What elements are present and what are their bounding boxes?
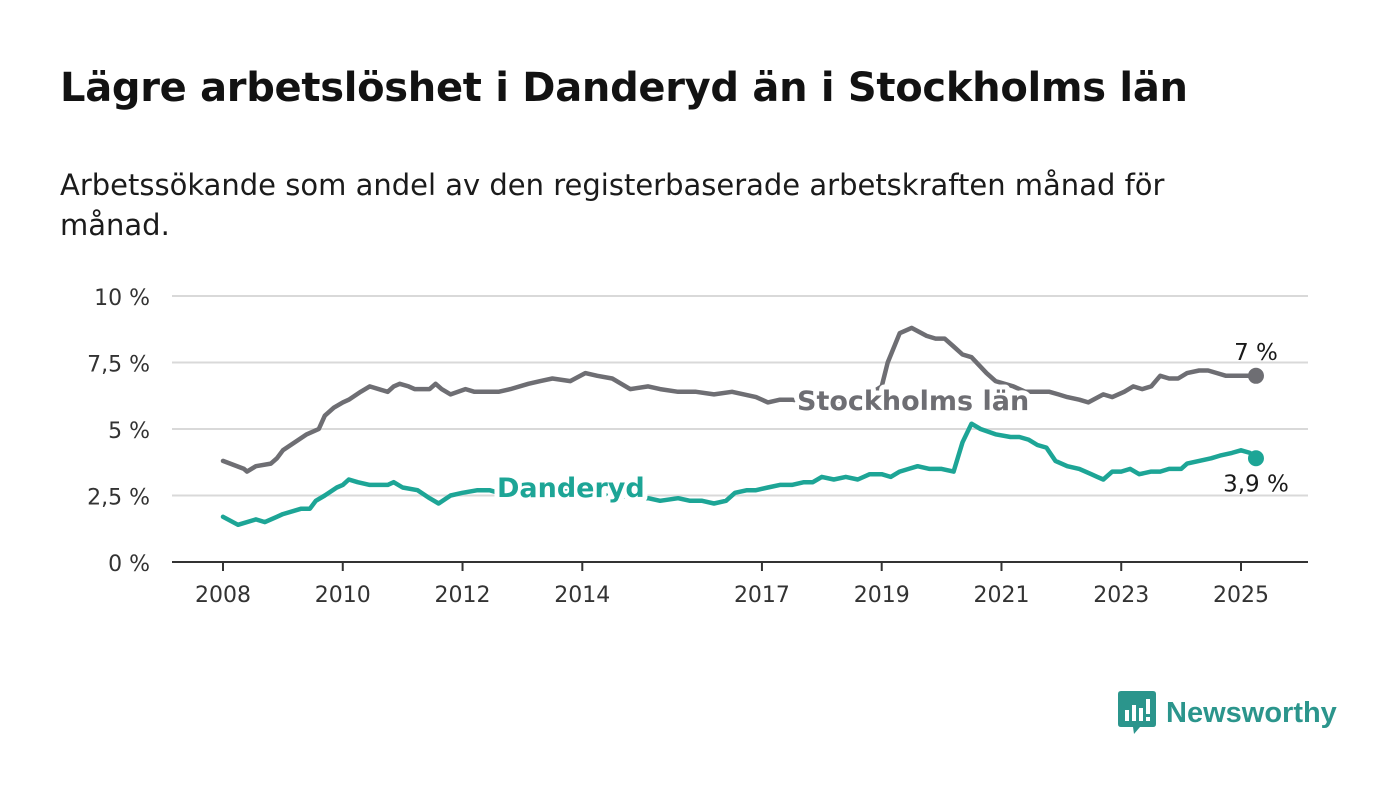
y-tick-label: 10 % xyxy=(94,286,150,311)
danderyd-series-label: Danderyd xyxy=(497,473,645,504)
x-tick-label: 2014 xyxy=(554,583,610,608)
y-axis-ticks: 0 % 2,5 % 5 % 7,5 % 10 % xyxy=(87,286,150,577)
newsworthy-logo: Newsworthy xyxy=(1118,690,1337,736)
x-tick-label: 2010 xyxy=(315,583,371,608)
x-tick-label: 2019 xyxy=(854,583,910,608)
newsworthy-logo-icon xyxy=(1118,691,1156,734)
y-tick-label: 0 % xyxy=(108,552,150,577)
x-tick-label: 2017 xyxy=(734,583,790,608)
stockholm-end-point xyxy=(1247,367,1264,384)
y-tick-label: 7,5 % xyxy=(87,353,150,378)
x-tick-label: 2023 xyxy=(1093,583,1149,608)
stockholm-series-label-halo: Stockholms län xyxy=(797,386,1029,417)
x-tick-label: 2025 xyxy=(1213,583,1269,608)
danderyd-series-label-halo: Danderyd xyxy=(497,473,645,504)
x-axis: 2008 2010 2012 2014 2017 2019 2021 2023 2025 xyxy=(172,561,1308,608)
x-tick-label: 2012 xyxy=(435,583,491,608)
y-tick-label: 5 % xyxy=(108,419,150,444)
series-lines xyxy=(220,325,1259,528)
danderyd-line xyxy=(220,421,1259,528)
x-tick-label: 2008 xyxy=(195,583,251,608)
x-tick-label: 2021 xyxy=(973,583,1029,608)
y-tick-label: 2,5 % xyxy=(87,486,150,511)
stockholm-series-label: Stockholms län xyxy=(797,386,1029,417)
stockholm-line xyxy=(220,325,1259,474)
stockholm-end-label: 7 % xyxy=(1234,340,1278,366)
chart-subtitle: Arbetssökande som andel av den registerb… xyxy=(60,168,1165,242)
brand-name: Newsworthy xyxy=(1166,696,1337,729)
chart-title: Lägre arbetslöshet i Danderyd än i Stock… xyxy=(60,65,1188,111)
danderyd-end-label: 3,9 % xyxy=(1223,471,1289,497)
danderyd-end-point xyxy=(1247,450,1264,467)
gridlines xyxy=(172,295,1308,497)
